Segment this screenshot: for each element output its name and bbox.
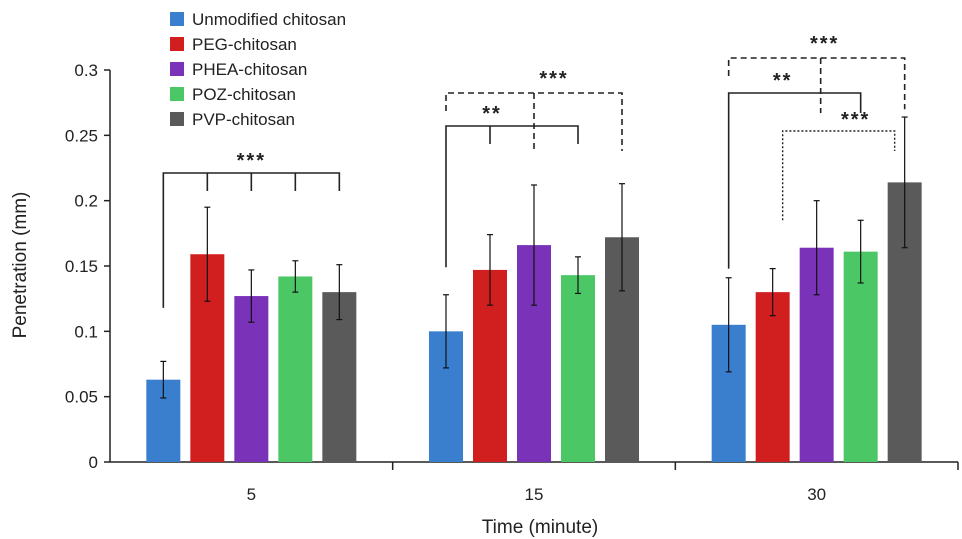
legend-item-1: Unmodified chitosan: [192, 10, 346, 29]
y-tick-label: 0.1: [74, 322, 98, 341]
bar-3-5: [234, 296, 269, 462]
y-tick-label: 0.25: [65, 126, 98, 145]
y-axis-title: Penetration (mm): [10, 192, 31, 339]
x-tick-label: 15: [525, 485, 544, 504]
bar-4-30: [843, 251, 878, 462]
significance-brackets: ******** ********: [162, 33, 906, 308]
legend-swatch: [170, 62, 184, 76]
bar-5-5: [322, 292, 357, 462]
legend-swatch: [170, 37, 184, 51]
bracket-solid: [445, 125, 579, 268]
bar-4-5: [278, 276, 313, 462]
error-bars: [160, 116, 908, 399]
y-tick-label: 0.15: [65, 257, 98, 276]
legend-swatch: [170, 87, 184, 101]
significance-label: **: [773, 70, 793, 92]
y-tick-label: 0: [89, 453, 98, 472]
significance-label: ***: [539, 68, 568, 90]
significance-label: ***: [810, 33, 839, 55]
y-tick-label: 0.05: [65, 388, 98, 407]
legend-swatch: [170, 12, 184, 26]
legend: Unmodified chitosan PEG-chitosan PHEA-chit…: [170, 10, 346, 129]
y-tick-label: 0.2: [74, 192, 98, 211]
legend-item-3: PHEA-chitosan: [192, 60, 307, 79]
legend-item-2: PEG-chitosan: [192, 35, 297, 54]
x-axis-title: Time (minute): [482, 517, 598, 538]
x-tick-label: 5: [247, 485, 256, 504]
legend-item-4: POZ-chitosan: [192, 85, 296, 104]
bracket-solid: [727, 92, 862, 269]
bars: [146, 182, 922, 462]
bracket-dashed: [727, 57, 906, 110]
y-tick-label: 0.3: [74, 61, 98, 80]
bar-2-30: [755, 292, 790, 462]
significance-label: ***: [841, 109, 870, 131]
significance-label: ***: [237, 150, 266, 172]
legend-item-5: PVP-chitosan: [192, 110, 295, 129]
legend-swatch: [170, 112, 184, 126]
bar-4-15: [561, 275, 595, 462]
bracket-dotted: [781, 130, 896, 221]
bracket-dashed: [445, 92, 623, 152]
significance-label: **: [482, 103, 502, 125]
x-tick-label: 30: [807, 485, 826, 504]
